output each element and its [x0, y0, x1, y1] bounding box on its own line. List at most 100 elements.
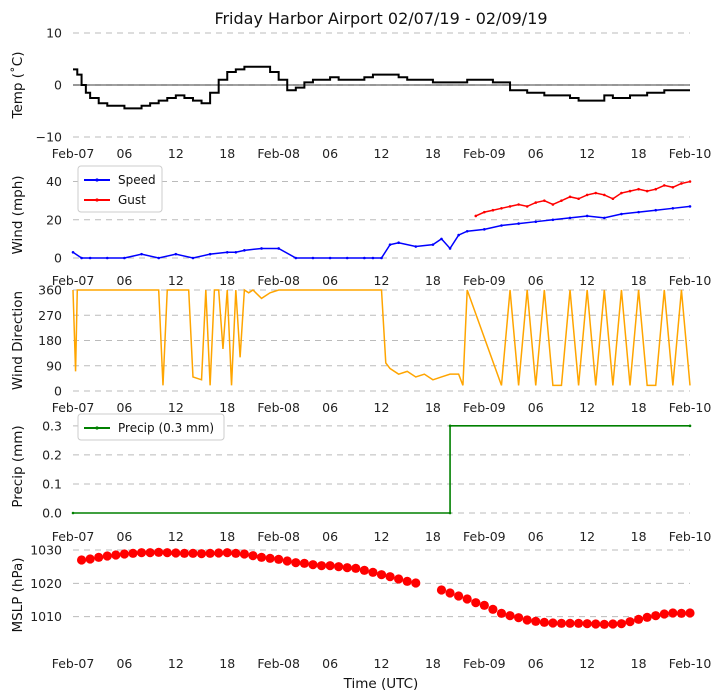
data-point [397, 241, 400, 245]
data-point [534, 201, 538, 204]
x-tick-label: 06 [322, 400, 338, 415]
x-tick-label: 18 [219, 273, 235, 288]
x-tick-label: 06 [116, 400, 132, 415]
data-point [363, 256, 366, 260]
data-point [234, 250, 238, 254]
x-tick-label: Feb-07 [52, 400, 95, 415]
data-point [594, 191, 598, 195]
data-point [191, 256, 195, 260]
x-tick-label: Feb-10 [669, 529, 712, 544]
data-point [402, 576, 412, 586]
data-point [208, 252, 212, 256]
data-point [205, 548, 215, 558]
x-tick-label: 12 [374, 273, 390, 288]
data-point [465, 229, 469, 233]
x-tick-label: 12 [168, 529, 184, 544]
data-point [488, 604, 498, 614]
legend-label: Precip (0.3 mm) [118, 421, 214, 435]
series-line-direction [72, 288, 691, 387]
y-tick-label: 0 [54, 384, 62, 399]
data-point [560, 199, 563, 202]
data-point [174, 252, 178, 256]
data-point [448, 511, 452, 515]
data-point [328, 256, 332, 260]
data-point [573, 618, 584, 628]
y-tick-label: 0 [54, 251, 62, 266]
data-point [376, 570, 387, 580]
data-point [633, 614, 644, 624]
x-tick-label: 12 [168, 400, 184, 415]
x-tick-label: 18 [219, 656, 235, 671]
x-tick-label: Feb-10 [669, 656, 712, 671]
data-point [291, 558, 301, 568]
data-point [671, 185, 675, 189]
data-point [474, 214, 478, 218]
x-tick-label: Feb-10 [669, 273, 712, 288]
x-tick-label: 06 [528, 273, 544, 288]
data-point [688, 424, 692, 428]
y-tick-label: 0.3 [42, 418, 62, 433]
data-point [154, 547, 164, 557]
data-point [680, 182, 683, 185]
x-tick-label: Feb-07 [52, 273, 95, 288]
data-point [440, 237, 443, 241]
data-point [119, 549, 130, 559]
data-point [334, 562, 344, 572]
y-tick-label: 20 [46, 212, 62, 227]
data-point [222, 548, 232, 558]
data-point [145, 548, 155, 558]
data-point [568, 195, 572, 199]
y-tick-label: 180 [38, 333, 62, 348]
y-tick-label: 1030 [30, 543, 62, 558]
data-point [543, 199, 546, 202]
x-tick-label: 12 [579, 146, 595, 161]
data-point [225, 250, 229, 254]
data-point [642, 612, 652, 622]
data-point [342, 563, 352, 573]
data-point [71, 250, 75, 254]
y-tick-label: 90 [46, 358, 62, 373]
x-tick-label: Feb-08 [257, 400, 300, 415]
legend-marker [95, 178, 99, 182]
x-tick-label: 12 [374, 656, 390, 671]
data-point [188, 548, 198, 558]
data-point [457, 233, 460, 237]
data-point [105, 256, 109, 260]
data-point [505, 611, 515, 621]
data-point [577, 197, 580, 201]
x-tick-label: 06 [322, 656, 338, 671]
data-point [517, 222, 520, 225]
data-point [671, 207, 675, 210]
x-tick-label: Feb-08 [257, 529, 300, 544]
y-tick-label: 360 [38, 283, 62, 298]
data-point [603, 193, 606, 197]
data-point [274, 554, 284, 564]
data-point [620, 212, 623, 216]
data-point [628, 189, 632, 193]
data-point [316, 561, 327, 571]
data-point [243, 249, 246, 252]
data-point [136, 548, 147, 558]
series-line-temp [73, 65, 690, 110]
y-tick-label: 0.1 [42, 476, 62, 491]
x-tick-label: 18 [425, 656, 441, 671]
data-point [676, 608, 687, 618]
data-point [548, 618, 558, 628]
x-tick-label: 12 [579, 273, 595, 288]
data-point [471, 598, 481, 608]
legend-marker [95, 426, 99, 430]
x-tick-label: 12 [374, 400, 390, 415]
data-point [654, 187, 658, 191]
x-tick-label: 18 [631, 529, 647, 544]
chart-title: Friday Harbor Airport 02/07/19 - 02/09/1… [214, 9, 547, 28]
x-tick-label: 18 [425, 400, 441, 415]
data-point [345, 256, 349, 260]
x-tick-label: 06 [116, 146, 132, 161]
x-tick-label: 06 [322, 529, 338, 544]
data-point [380, 256, 383, 260]
x-tick-label: Feb-09 [463, 400, 506, 415]
data-point [637, 210, 640, 214]
data-point [608, 619, 618, 629]
x-tick-label: 06 [528, 529, 544, 544]
data-point [483, 210, 486, 214]
